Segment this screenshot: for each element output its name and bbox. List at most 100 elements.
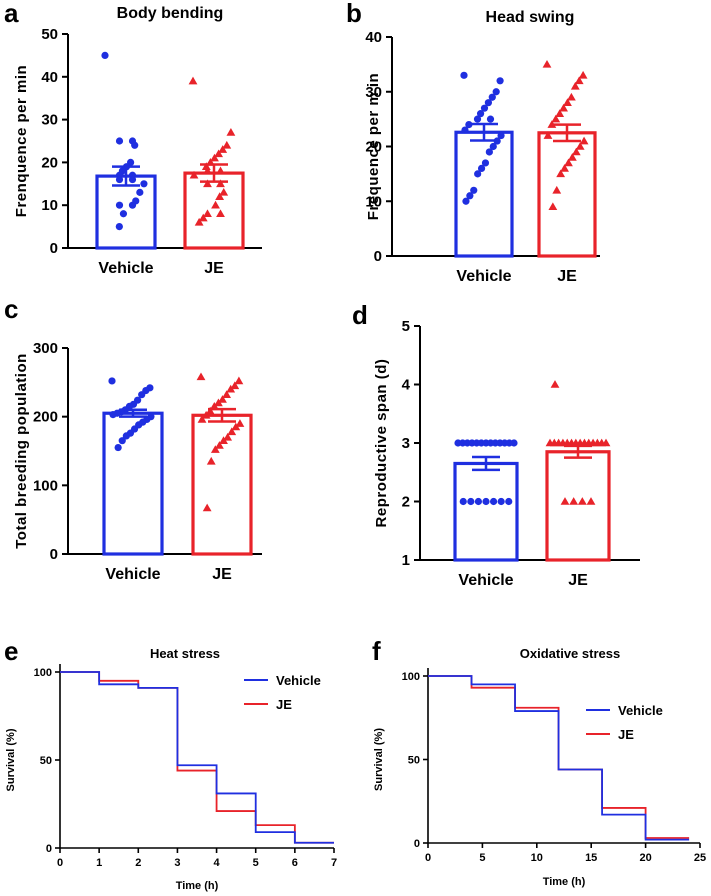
panel-label: d: [352, 300, 368, 330]
data-point-vehicle: [115, 201, 124, 209]
x-tick-label: 3: [174, 857, 180, 869]
x-tick-label: 4: [214, 857, 221, 869]
data-point-vehicle: [461, 126, 469, 134]
data-point-vehicle: [115, 175, 124, 184]
y-tick-label: 2: [402, 494, 410, 511]
data-point-vehicle: [460, 71, 468, 79]
y-tick-label: 20: [365, 139, 382, 156]
data-point-je: [569, 497, 579, 505]
bar-je: [545, 450, 611, 562]
survival-line-je: [60, 671, 334, 844]
data-point-je: [575, 142, 585, 150]
bar-vehicle: [453, 461, 519, 562]
data-point-vehicle: [493, 137, 501, 145]
data-point-je: [542, 59, 552, 68]
data-point-je: [227, 427, 237, 436]
data-point-vehicle: [470, 186, 478, 194]
data-point-je: [188, 76, 198, 85]
chart-title: Oxidative stress: [520, 646, 620, 661]
legend-label: JE: [618, 727, 634, 742]
bar-je: [537, 131, 597, 258]
data-point-vehicle: [122, 432, 130, 440]
y-tick-label: 1: [402, 552, 410, 569]
category-label: Vehicle: [105, 566, 160, 583]
data-point-vehicle: [114, 443, 122, 452]
y-tick-label: 100: [402, 671, 420, 683]
x-axis-label: Time (h): [176, 880, 219, 892]
data-point-je: [209, 401, 219, 410]
data-point-je: [579, 136, 589, 145]
data-point-vehicle: [474, 497, 483, 506]
data-point-vehicle: [459, 497, 467, 506]
y-tick-label: 5: [402, 318, 410, 335]
data-point-je: [219, 187, 229, 196]
data-point-vehicle: [488, 93, 496, 101]
category-label: JE: [557, 268, 577, 285]
data-point-je: [206, 158, 215, 166]
category-label: Vehicle: [458, 572, 513, 589]
data-point-vehicle: [492, 88, 500, 96]
data-point-je: [560, 164, 569, 172]
data-point-je: [555, 109, 565, 117]
x-tick-label: 2: [135, 857, 141, 869]
category-label: Vehicle: [98, 260, 153, 277]
data-point-je: [230, 381, 240, 390]
data-point-vehicle: [118, 437, 126, 445]
data-point-je: [226, 384, 236, 393]
data-point-je: [570, 81, 580, 90]
y-tick-label: 100: [34, 667, 52, 679]
data-point-je: [219, 436, 228, 444]
category-label: JE: [568, 572, 588, 589]
data-point-vehicle: [136, 188, 144, 196]
data-point-je: [214, 398, 223, 407]
data-point-je: [601, 438, 611, 447]
data-point-vehicle: [482, 497, 490, 506]
data-point-vehicle: [131, 141, 139, 149]
data-point-vehicle: [128, 175, 137, 184]
x-tick-label: 5: [253, 857, 259, 869]
data-point-je: [203, 166, 212, 175]
data-point-je: [196, 372, 206, 381]
y-tick-label: 3: [402, 435, 410, 452]
data-point-je: [547, 120, 557, 128]
panel-d: d 1 2 3 4 5 Reproductive span (d) Vehicle JE: [352, 300, 640, 589]
data-point-vehicle: [473, 115, 482, 123]
data-point-je: [203, 179, 212, 188]
data-point-vehicle: [115, 223, 123, 231]
data-point-je: [556, 169, 566, 178]
chart-title: Head swing: [486, 9, 575, 26]
data-point-je: [560, 497, 570, 505]
data-point-vehicle: [486, 115, 495, 123]
data-point-vehicle: [496, 77, 504, 85]
data-point-je: [189, 170, 199, 179]
panel-label: f: [372, 636, 381, 666]
data-point-je: [210, 445, 220, 453]
data-point-je: [563, 98, 572, 106]
data-point-je: [234, 376, 244, 385]
data-point-vehicle: [481, 159, 490, 167]
x-tick-label: 7: [331, 857, 337, 869]
data-point-je: [551, 114, 561, 123]
y-axis-label: Frequence per m in: [365, 73, 382, 220]
bar-vehicle: [102, 411, 164, 556]
data-point-je: [216, 166, 225, 175]
x-tick-label: 0: [57, 857, 63, 869]
data-point-je: [235, 419, 245, 427]
panel-f: f Oxidative stress 0 50 100 0 5 10 15 20 25 Time (h…: [372, 636, 706, 888]
y-tick-label: 10: [365, 193, 382, 210]
chart-title: Body bending: [117, 5, 224, 22]
data-point-vehicle: [505, 497, 513, 506]
data-point-vehicle: [474, 170, 482, 178]
panel-a: a Body bending 0 10 20 30 40 50 Frenquence per m…: [4, 0, 262, 277]
data-point-je: [201, 162, 211, 170]
data-point-vehicle: [497, 497, 505, 506]
y-tick-label: 100: [33, 477, 58, 494]
category-label: JE: [212, 566, 232, 583]
y-tick-label: 0: [414, 838, 420, 850]
x-tick-label: 6: [292, 857, 298, 869]
data-point-vehicle: [497, 131, 505, 140]
bar-je: [183, 171, 245, 250]
data-point-je: [215, 441, 224, 449]
